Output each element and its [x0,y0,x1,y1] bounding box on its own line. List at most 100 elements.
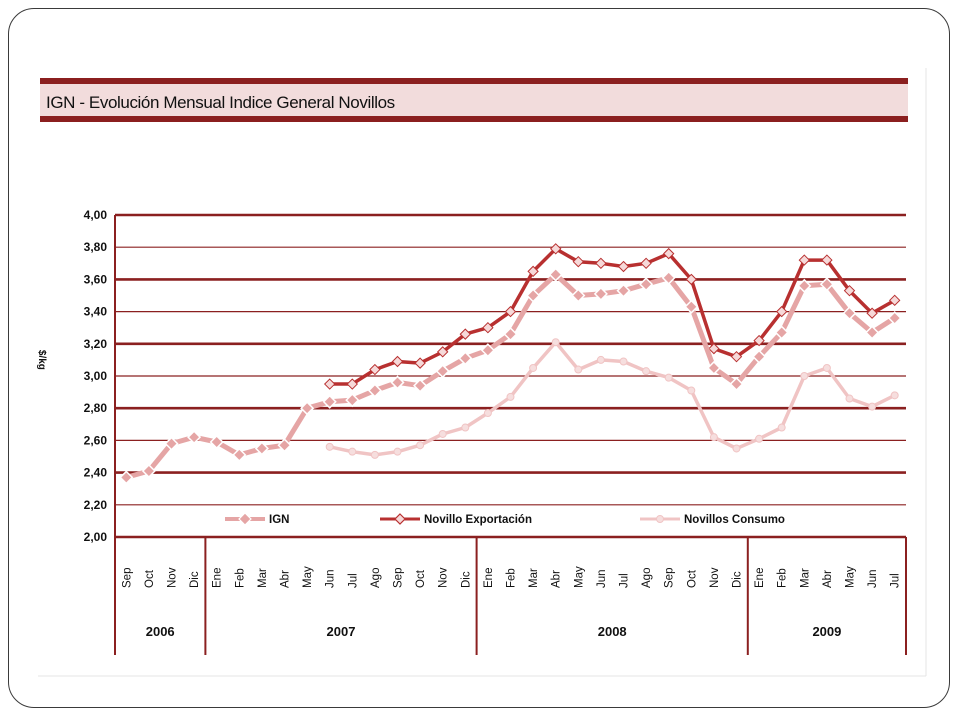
data-point-novillos-consumo [348,447,357,456]
x-tick-label: Nov [709,567,721,588]
data-point-novillos-consumo [325,442,334,451]
year-label: 2009 [812,624,841,639]
x-axis: Sep Oct Nov Dic Ene Feb Mar Abr May Jun Jul Ago Sep O… [114,537,907,655]
x-tick-label: Mar [799,568,811,588]
data-point-novillo-exportaci-n [549,243,562,255]
data-point-novillo-exportaci-n [640,257,652,270]
x-tick-label: May [302,566,314,588]
x-tick-label: Dic [732,571,744,588]
x-tick-label: Jun [596,569,608,588]
legend-swatch-marker [394,513,406,525]
x-tick-label: Ene [483,568,495,588]
data-point-novillo-exportaci-n [504,305,517,318]
data-point-novillos-consumo [777,423,786,432]
data-point-ign [390,375,405,390]
y-tick-label: 3,80 [84,240,108,254]
x-tick-label: Ago [641,568,653,588]
data-point-novillo-exportaci-n [708,342,720,355]
y-tick-label: 2,60 [84,433,108,447]
data-point-novillo-exportaci-n [685,273,698,286]
data-point-ign [458,351,473,366]
x-tick-label: Abr [280,570,292,588]
grid-layer [114,213,906,539]
x-tick-label: Jun [867,569,879,588]
slide-frame [8,8,950,708]
data-point-novillo-exportaci-n [888,294,901,307]
data-point-ign [119,470,134,485]
data-point-ign [209,434,224,450]
x-tick-label: Sep [121,568,133,588]
data-point-novillos-consumo [890,391,899,400]
data-point-novillos-consumo [483,409,492,418]
data-point-ign [548,267,563,282]
y-axis-label: $/kg [36,350,47,370]
data-point-ign [639,277,654,292]
legend: IGN Novillo Exportación Novillos Consumo [225,512,785,526]
x-tick-label: Abr [822,570,834,588]
data-point-novillos-consumo [393,447,402,456]
data-point-ign [300,401,315,416]
data-point-novillos-consumo [732,444,741,453]
title-band-top-rule [40,78,908,84]
data-point-novillo-exportaci-n [527,265,539,278]
data-point-novillo-exportaci-n [323,378,336,390]
data-point-novillo-exportaci-n [482,321,494,334]
data-point-novillos-consumo [438,429,447,438]
data-point-novillos-consumo [845,394,854,403]
x-tick-label: Jul [890,573,902,588]
data-point-novillo-exportaci-n [843,284,856,297]
data-point-novillo-exportaci-n [730,350,743,363]
y-tick-label: 3,20 [84,337,108,351]
data-point-ign [232,447,247,462]
data-point-ign [661,270,676,285]
data-point-ign [729,376,744,392]
x-tick-label: Ene [754,568,766,588]
data-point-ign [706,360,721,376]
data-point-novillo-exportaci-n [459,328,472,340]
data-point-novillos-consumo [551,338,560,347]
data-point-novillos-consumo [868,402,877,411]
data-point-ign [752,349,767,364]
x-tick-label: Nov [167,567,179,588]
data-point-ign [774,325,789,340]
data-point-novillo-exportaci-n [369,363,381,376]
data-point-ign [684,299,699,314]
x-tick-label: Jun [325,569,337,588]
data-point-novillos-consumo [461,423,470,432]
legend-label: IGN [269,514,289,526]
data-point-ign [141,463,156,479]
data-point-ign [865,325,880,340]
data-point-ign [367,383,382,398]
x-tick-label: Jul [347,573,359,588]
data-point-novillos-consumo [709,433,718,442]
x-tick-label: Dic [460,571,472,588]
data-point-novillo-exportaci-n [391,355,404,368]
x-tick-label: May [573,566,585,588]
x-tick-label: Sep [664,568,676,588]
data-point-novillos-consumo [664,373,673,382]
data-point-novillos-consumo [574,365,583,374]
data-point-ign [593,286,608,301]
series-line-novillo-exportaci-n [329,247,896,386]
x-tick-label: Feb [234,568,246,588]
x-tick-label: Ene [212,568,224,588]
series-layer [119,243,902,485]
data-point-ign [480,343,495,358]
data-point-novillos-consumo [619,357,628,366]
data-point-novillos-consumo [800,372,809,380]
data-point-novillo-exportaci-n [775,305,788,318]
data-point-novillos-consumo [822,363,831,372]
data-point-ign [503,327,518,342]
data-point-novillo-exportaci-n [436,346,449,358]
legend-swatch-marker [656,515,664,523]
data-point-ign [797,278,812,293]
x-tick-label: Nov [438,567,450,588]
data-point-ign [887,310,902,326]
series-line-novillos-consumo [329,340,896,457]
data-point-novillos-consumo [596,355,605,364]
y-tick-layer: 2,00 2,20 2,40 2,60 2,80 3,00 3,20 3,40 3,60 3,80… [84,208,108,544]
x-tick-label: Jul [619,573,631,588]
data-point-novillo-exportaci-n [753,334,765,347]
y-tick-label: 2,40 [84,466,108,480]
